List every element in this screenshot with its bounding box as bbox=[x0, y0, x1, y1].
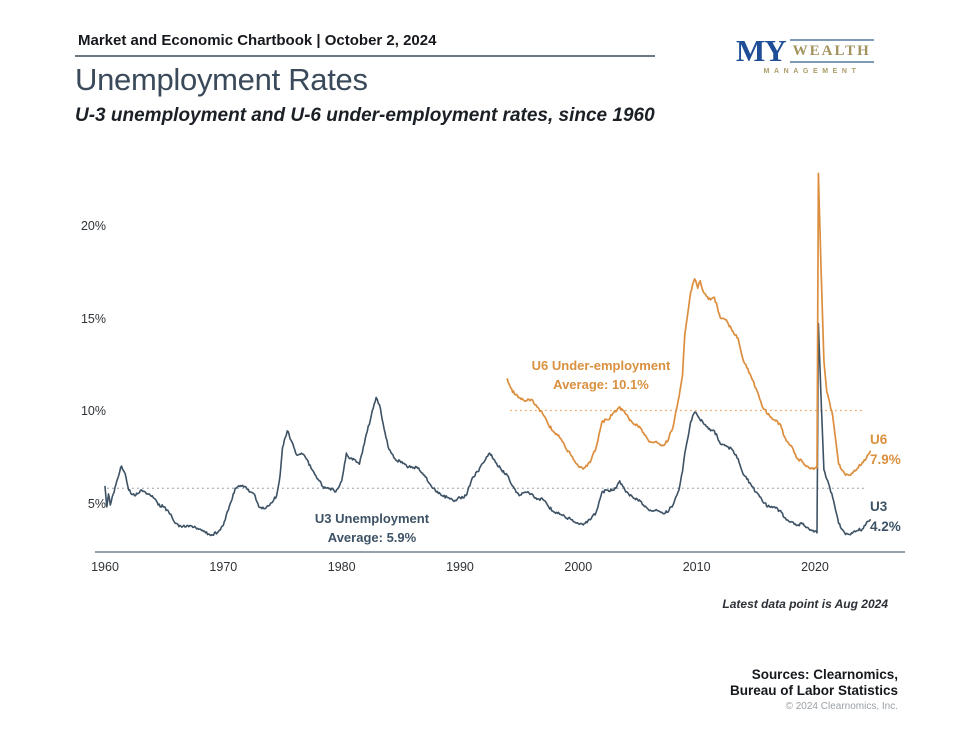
sources-line2: Bureau of Labor Statistics bbox=[729, 683, 898, 698]
copyright-text: © 2024 Clearnomics, Inc. bbox=[785, 701, 898, 712]
x-axis-tick-label: 1960 bbox=[91, 560, 119, 574]
x-axis-tick-label: 2010 bbox=[682, 560, 711, 574]
x-axis-tick-label: 2020 bbox=[801, 560, 829, 574]
page-subtitle: U-3 unemployment and U-6 under-employmen… bbox=[75, 105, 655, 126]
u6-end-name: U6 bbox=[870, 432, 888, 447]
y-axis-tick-label: 20% bbox=[80, 219, 106, 233]
y-axis-tick-label: 15% bbox=[80, 311, 106, 326]
logo-wealth-text: WEALTH bbox=[789, 39, 874, 63]
page-title: Unemployment Rates bbox=[75, 62, 368, 97]
u3-average-annotation-line1: U3 Unemployment bbox=[314, 511, 430, 526]
y-axis-tick-label: 10% bbox=[80, 404, 106, 419]
u3-series-end-label: U3 4.2% bbox=[870, 497, 901, 537]
company-logo: MY WEALTH MANAGEMENT bbox=[736, 33, 888, 75]
u3-line bbox=[104, 322, 871, 537]
logo-my-text: MY bbox=[736, 33, 787, 68]
u3-average-annotation-line2: Average: 5.9% bbox=[327, 530, 417, 545]
u3-end-value: 4.2% bbox=[870, 519, 901, 534]
latest-data-note: Latest data point is Aug 2024 bbox=[722, 597, 888, 611]
x-axis-tick-label: 1980 bbox=[327, 560, 356, 574]
u3-average-annotation: U3 Unemployment Average: 5.9% bbox=[272, 509, 472, 547]
y-axis-tick-label: 5% bbox=[87, 497, 106, 511]
u6-average-annotation-line1: U6 Under-employment bbox=[531, 358, 671, 373]
u3-end-name: U3 bbox=[870, 499, 888, 514]
header-divider bbox=[75, 55, 655, 57]
x-axis-tick-label: 1990 bbox=[446, 560, 474, 574]
x-axis-tick-label: 1970 bbox=[209, 560, 238, 574]
logo-row: MY WEALTH bbox=[736, 33, 888, 68]
logo-management-text: MANAGEMENT bbox=[763, 68, 861, 75]
sources-line1: Sources: Clearnomics, bbox=[751, 667, 898, 682]
sources-text: Sources: Clearnomics, Bureau of Labor St… bbox=[730, 667, 898, 699]
u6-average-annotation-line2: Average: 10.1% bbox=[553, 377, 649, 392]
u6-series-end-label: U6 7.9% bbox=[870, 430, 901, 470]
chartbook-header: Market and Economic Chartbook | October … bbox=[78, 32, 437, 49]
x-axis-tick-label: 2000 bbox=[564, 560, 593, 574]
u6-end-value: 7.9% bbox=[870, 452, 901, 467]
u6-average-annotation: U6 Under-employment Average: 10.1% bbox=[481, 356, 721, 394]
u6-line bbox=[506, 172, 872, 477]
